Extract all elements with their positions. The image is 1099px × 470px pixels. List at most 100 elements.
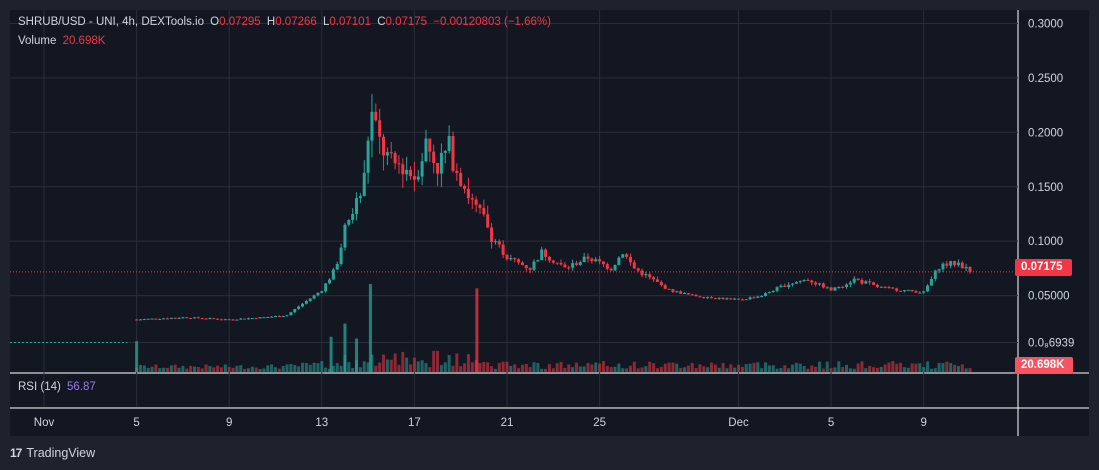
y-tick-label: 0.0₈6939 — [1028, 338, 1074, 350]
volume-bar — [574, 362, 578, 372]
volume-bar — [586, 362, 590, 372]
candle-body — [713, 298, 717, 300]
volume-bar — [694, 368, 698, 372]
candle-body — [463, 185, 467, 189]
candle-body — [825, 287, 829, 289]
candle-body — [312, 295, 316, 299]
volume-bar — [563, 367, 567, 372]
candle-body — [355, 198, 359, 215]
volume-bar — [868, 365, 872, 372]
candle-body — [366, 140, 370, 173]
candle-body — [590, 258, 594, 262]
candle-body — [605, 264, 609, 269]
x-tick-label: 13 — [315, 417, 328, 429]
candle-body — [725, 298, 729, 300]
x-tick-label: Dec — [728, 417, 749, 429]
volume-bar — [501, 361, 505, 372]
volume-bar — [860, 361, 864, 372]
candle-body — [181, 317, 185, 319]
candle-body — [860, 280, 864, 284]
candle-body — [806, 279, 810, 281]
candle-body — [740, 299, 744, 301]
candle-body — [744, 299, 748, 301]
volume-bar — [682, 367, 686, 372]
candle-body — [644, 274, 648, 276]
volume-bar — [929, 368, 933, 372]
volume-bar — [706, 367, 710, 372]
candle-body — [250, 318, 254, 320]
candle-body — [872, 282, 876, 285]
candle-body — [682, 293, 686, 295]
candle-body — [412, 176, 416, 180]
volume-bar — [578, 366, 582, 372]
volume-bar — [192, 366, 196, 372]
open-value: 0.07295 — [219, 16, 261, 28]
volume-bar — [640, 367, 644, 372]
candle-body — [709, 297, 713, 299]
volume-bar — [246, 368, 250, 372]
tradingview-logo[interactable]: 17 TradingView — [10, 446, 95, 460]
candle-body — [505, 254, 509, 260]
volume-bar — [671, 362, 675, 372]
candle-body — [748, 297, 752, 300]
volume-bar — [385, 359, 389, 372]
candle-body — [304, 300, 308, 304]
candle-body — [810, 280, 814, 283]
volume-bar — [667, 362, 671, 372]
volume-bar — [737, 364, 740, 372]
volume-bar — [329, 336, 333, 372]
volume-bar — [628, 365, 632, 372]
candle-body — [216, 318, 220, 320]
candle-body — [274, 315, 277, 317]
volume-bar — [262, 368, 266, 372]
volume-bars — [135, 284, 972, 372]
volume-bar — [725, 368, 729, 372]
volume-bar — [200, 368, 204, 372]
candle-body — [243, 318, 247, 320]
volume-bar — [953, 364, 957, 372]
candle-body — [875, 284, 879, 288]
candle-body — [142, 319, 146, 321]
volume-bar — [941, 363, 945, 372]
volume-bar — [285, 364, 289, 372]
candle-body — [856, 278, 860, 281]
volume-bar — [204, 364, 208, 372]
candle-body — [636, 268, 640, 271]
candle-body — [158, 318, 162, 320]
candle-body — [343, 224, 347, 248]
x-tick-label: 5 — [828, 417, 834, 429]
volume-bar — [810, 365, 814, 372]
rsi-label: RSI (14) — [18, 381, 61, 393]
volume-bar — [609, 367, 613, 372]
volume-bar — [567, 364, 571, 372]
candle-body — [517, 259, 521, 263]
volume-bar — [389, 359, 393, 372]
volume-bar — [740, 366, 744, 372]
volume-bar — [547, 364, 551, 372]
candle-body — [204, 318, 208, 320]
volume-bar — [648, 361, 652, 372]
volume-bar — [478, 362, 482, 372]
candle-body — [956, 262, 960, 266]
candle-body — [270, 316, 274, 318]
candle-body — [192, 317, 196, 319]
candle-body — [794, 282, 798, 284]
candle-body — [540, 249, 544, 261]
volume-bar — [536, 363, 540, 372]
candle-body — [409, 169, 413, 177]
volume-bar — [798, 363, 802, 372]
volume-bar — [239, 365, 243, 372]
x-tick-label: 9 — [920, 417, 926, 429]
candle-body — [497, 241, 501, 245]
volume-bar — [848, 368, 852, 372]
volume-bar — [956, 366, 960, 372]
volume-bar — [382, 354, 386, 372]
candle-body — [574, 263, 578, 265]
volume-bar — [964, 368, 968, 372]
volume-bar — [324, 367, 328, 372]
candle-body — [690, 294, 694, 296]
volume-bar — [146, 367, 150, 372]
candle-body — [787, 284, 791, 287]
